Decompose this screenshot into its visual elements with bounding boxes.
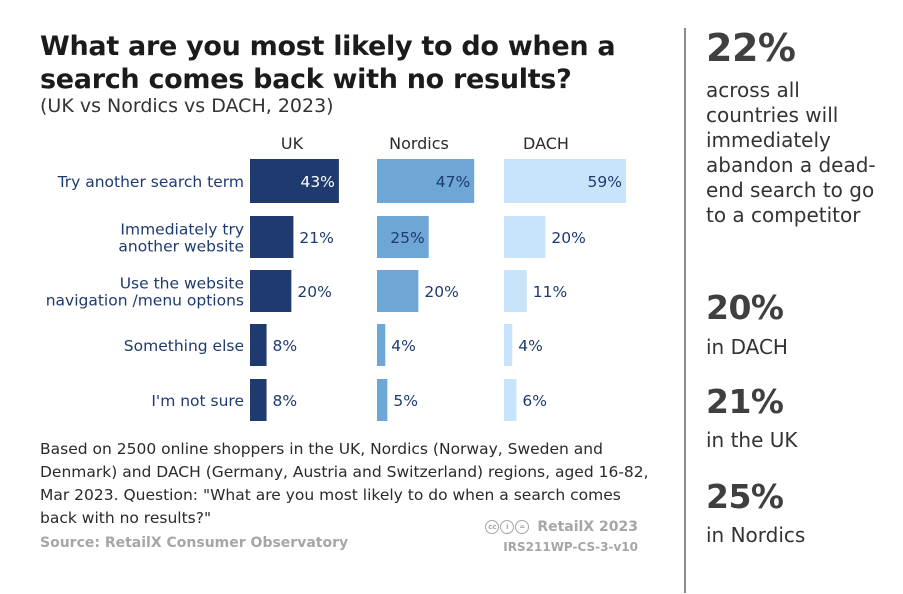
data-label: 4% [518,337,543,355]
bar-uk [250,379,267,421]
source-text: Source: RetailX Consumer Observatory [40,535,349,551]
stat-label-uk: in the UK [706,428,798,452]
category-label: Something else [124,337,244,355]
category-label: I'm not sure [151,392,244,410]
creative-commons-icon: cc i = [485,520,530,534]
bar-dach [504,324,513,366]
sidebar-divider [684,28,686,593]
category-label: Immediately try [120,221,244,239]
bar-chart: Try another search term Immediately tryan… [46,134,626,421]
data-label: 25% [390,229,424,247]
bar-nordics [377,270,419,312]
document-id: IRS211WP-CS-3-v10 [503,540,638,554]
data-label: 59% [588,173,622,191]
category-label: Use the website [120,275,244,293]
category-label: another website [118,238,244,256]
stat-label-nordics: in Nordics [706,523,806,547]
stat-value-nordics: 25% [706,477,784,516]
category-label: Try another search term [57,173,244,191]
category-label: navigation /menu options [46,292,244,310]
data-label: 8% [273,392,298,410]
survey-note: Based on 2500 online shoppers in the UK,… [40,440,649,527]
data-label: 4% [391,337,416,355]
series-header-dach: DACH [523,134,569,153]
data-label: 8% [273,337,298,355]
chart-title: What are you most likely to do when a se… [40,31,616,95]
data-label: 21% [299,229,333,247]
bar-uk [250,270,292,312]
data-label: 43% [300,173,334,191]
data-label: 5% [393,392,418,410]
brand-line: cc i = RetailX 2023 [485,519,638,535]
headline-stat-value: 22% [706,26,796,70]
data-label: 6% [522,392,547,410]
data-label: 20% [551,229,585,247]
stat-label-dach: in DACH [706,335,788,359]
data-label: 20% [424,283,458,301]
bar-dach [504,270,527,312]
stat-value-dach: 20% [706,288,784,327]
bar-dach [504,159,626,203]
bar-dach [504,379,517,421]
series-header-uk: UK [281,134,304,153]
bar-dach [504,216,546,258]
brand-text: RetailX 2023 [537,519,638,535]
bar-nordics [377,216,429,258]
bar-uk [250,324,267,366]
data-label: 20% [297,283,331,301]
stat-value-uk: 21% [706,382,784,421]
bar-nordics [377,159,475,203]
bar-uk [250,216,294,258]
bar-nordics [377,324,386,366]
data-label: 47% [436,173,470,191]
bar-nordics [377,379,388,421]
bar-uk [250,159,339,203]
series-header-nordics: Nordics [389,134,449,153]
chart-subtitle: (UK vs Nordics vs DACH, 2023) [40,95,334,117]
headline-stat-text: across all countries will immediately ab… [706,78,876,227]
data-label: 11% [533,283,567,301]
